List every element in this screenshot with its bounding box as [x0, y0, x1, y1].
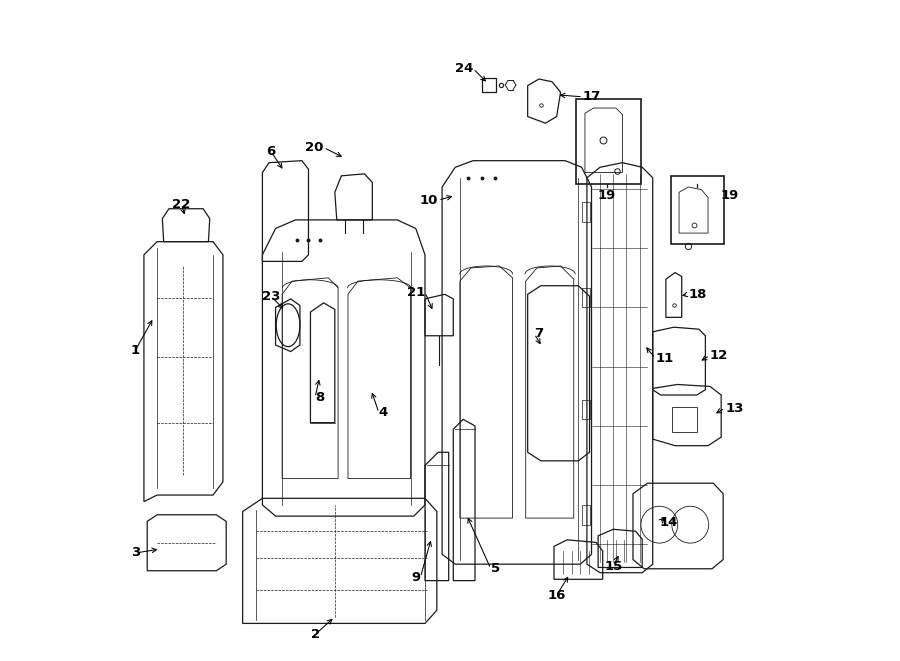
Text: 19: 19: [721, 189, 739, 202]
Text: 1: 1: [130, 344, 140, 357]
Text: 13: 13: [725, 402, 743, 414]
Text: 10: 10: [419, 194, 438, 207]
Text: 2: 2: [310, 628, 320, 641]
Text: 23: 23: [262, 290, 280, 303]
Bar: [482, 78, 496, 93]
Text: 9: 9: [411, 571, 420, 584]
Text: 18: 18: [688, 288, 706, 301]
Bar: [670, 176, 724, 244]
Text: 7: 7: [535, 327, 544, 340]
Bar: [576, 98, 641, 184]
Text: 17: 17: [583, 91, 601, 103]
Text: 6: 6: [266, 145, 275, 158]
Text: 19: 19: [598, 189, 616, 202]
Text: 11: 11: [655, 352, 673, 365]
Text: 24: 24: [454, 62, 473, 75]
Text: 4: 4: [379, 407, 388, 419]
Text: 16: 16: [547, 588, 566, 602]
Text: 12: 12: [710, 349, 728, 362]
Text: 20: 20: [305, 141, 324, 154]
Text: 8: 8: [315, 391, 324, 404]
Bar: [672, 407, 698, 432]
Text: 15: 15: [604, 560, 623, 572]
Text: 5: 5: [491, 563, 500, 575]
Text: 14: 14: [660, 516, 678, 529]
Text: 21: 21: [407, 286, 425, 299]
Text: 22: 22: [172, 198, 191, 211]
Text: 3: 3: [130, 547, 140, 559]
